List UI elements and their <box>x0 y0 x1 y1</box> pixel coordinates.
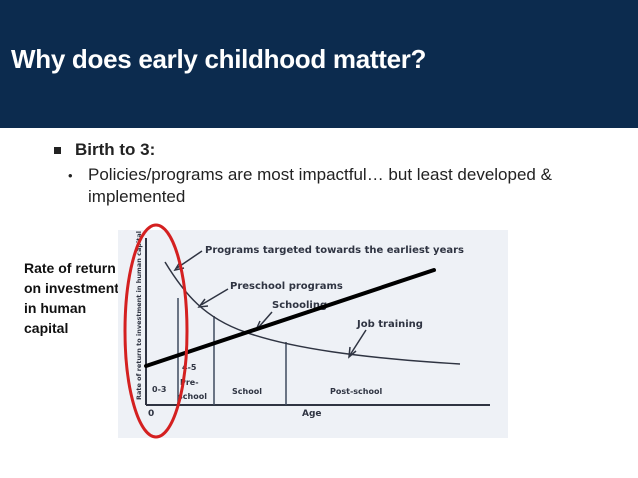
dot-bullet-icon: • <box>68 168 73 183</box>
annotation-preschool: Preschool programs <box>230 281 343 292</box>
highlight-ellipse <box>123 223 189 439</box>
title-banner: Why does early childhood matter? <box>0 0 638 128</box>
segment-label-post-school: Post-school <box>330 387 382 396</box>
bullet-level1-text: Birth to 3: <box>75 140 156 159</box>
side-label: Rate of return on investment in human ca… <box>24 260 119 336</box>
arrow-preschool <box>200 288 229 306</box>
trend-line <box>144 268 436 368</box>
segment-label-preschool-1: 4-5 <box>182 363 197 372</box>
segment-label-preschool-3: school <box>178 392 207 401</box>
annotation-schooling: Schooling <box>272 300 327 311</box>
segment-label-0-3: 0-3 <box>152 385 166 394</box>
arrow-preschool-head <box>197 298 209 308</box>
bullet-level2-text: Policies/programs are most impactful… bu… <box>88 165 552 206</box>
arrow-job-training <box>349 329 367 356</box>
arrow-schooling <box>257 311 273 329</box>
y-axis-label: Rate of return to investment in human ca… <box>135 231 143 400</box>
return-curve <box>164 261 461 365</box>
origin-label: 0 <box>148 409 154 419</box>
slide-title: Why does early childhood matter? <box>11 44 427 74</box>
segment-label-school: School <box>232 387 262 396</box>
x-axis-label: Age <box>302 409 322 419</box>
arrow-job-training-head <box>348 346 357 359</box>
square-bullet-icon <box>54 147 61 154</box>
annotation-earliest-years: Programs targeted towards the earliest y… <box>205 245 464 256</box>
segment-label-preschool-2: Pre- <box>180 378 199 387</box>
annotation-job-training: Job training <box>356 319 423 330</box>
